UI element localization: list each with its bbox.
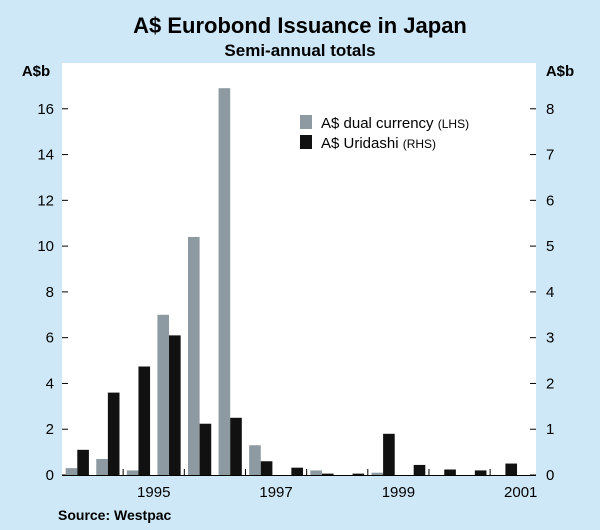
x-axis-ticks: 1995 1997 1999 2001 bbox=[122, 469, 537, 501]
bar-dual-currency bbox=[65, 468, 78, 475]
left-tick-label: 6 bbox=[46, 330, 54, 347]
left-tick-label: 14 bbox=[37, 147, 54, 164]
bar-dual-currency bbox=[187, 236, 200, 475]
legend-swatch-dual-currency bbox=[300, 115, 312, 129]
left-tick-label: 12 bbox=[37, 192, 54, 209]
legend: A$ dual currency (LHS) A$ Uridashi (RHS) bbox=[300, 115, 469, 152]
chart-subtitle: Semi-annual totals bbox=[224, 41, 375, 60]
left-tick-label: 10 bbox=[37, 238, 54, 255]
right-tick-label: 0 bbox=[546, 467, 554, 484]
x-tick-label: 1995 bbox=[137, 484, 170, 501]
bar-uridashi bbox=[260, 461, 273, 475]
bar-dual-currency bbox=[371, 472, 384, 475]
bar-uridashi bbox=[321, 473, 334, 475]
x-tick-label: 2001 bbox=[504, 484, 537, 501]
bar-dual-currency bbox=[218, 88, 231, 475]
right-tick-label: 3 bbox=[546, 330, 554, 347]
bar-dual-currency bbox=[96, 458, 108, 475]
right-tick-label: 5 bbox=[546, 238, 554, 255]
bar-uridashi bbox=[107, 392, 120, 475]
legend-label-uridashi: A$ Uridashi (RHS) bbox=[321, 135, 436, 152]
legend-label-dual-currency: A$ dual currency (LHS) bbox=[321, 115, 469, 132]
right-tick-label: 4 bbox=[546, 284, 554, 301]
bar-uridashi bbox=[77, 449, 89, 475]
left-tick-label: 2 bbox=[46, 421, 54, 438]
bar-dual-currency bbox=[249, 445, 261, 475]
bar-uridashi bbox=[444, 469, 456, 475]
left-axis-ticks: 0 2 4 6 8 10 12 14 16 bbox=[37, 101, 54, 484]
bar-uridashi bbox=[199, 423, 212, 475]
bar-dual-currency bbox=[310, 470, 322, 475]
right-tick-label: 8 bbox=[546, 101, 554, 118]
legend-swatch-uridashi bbox=[300, 135, 312, 149]
left-tick-label: 4 bbox=[46, 375, 54, 392]
right-tick-label: 6 bbox=[546, 192, 554, 209]
bars bbox=[65, 88, 518, 475]
bar-dual-currency bbox=[157, 314, 170, 475]
bar-uridashi bbox=[505, 463, 518, 475]
bar-uridashi bbox=[474, 470, 487, 475]
x-tick-label: 1997 bbox=[259, 484, 292, 501]
bar-uridashi bbox=[413, 464, 426, 475]
right-tick-label: 1 bbox=[546, 421, 554, 438]
source-note: Source: Westpac bbox=[58, 507, 172, 523]
left-tick-label: 8 bbox=[46, 284, 54, 301]
bar-dual-currency bbox=[126, 470, 139, 475]
x-tick-label: 1999 bbox=[382, 484, 415, 501]
left-axis-unit: A$b bbox=[22, 63, 50, 80]
right-axis-unit: A$b bbox=[546, 63, 574, 80]
right-axis-ticks: 0 1 2 3 4 5 6 7 8 bbox=[546, 101, 554, 484]
left-tick-label: 0 bbox=[46, 467, 54, 484]
bar-uridashi bbox=[230, 417, 242, 475]
right-tick-label: 7 bbox=[546, 147, 554, 164]
right-tick-label: 2 bbox=[546, 375, 554, 392]
bar-uridashi bbox=[169, 335, 181, 475]
bar-uridashi bbox=[352, 473, 365, 475]
bar-uridashi bbox=[138, 366, 151, 475]
chart-title: A$ Eurobond Issuance in Japan bbox=[133, 13, 467, 38]
bar-uridashi bbox=[291, 467, 303, 475]
bar-uridashi bbox=[383, 433, 395, 475]
left-tick-label: 16 bbox=[37, 101, 54, 118]
